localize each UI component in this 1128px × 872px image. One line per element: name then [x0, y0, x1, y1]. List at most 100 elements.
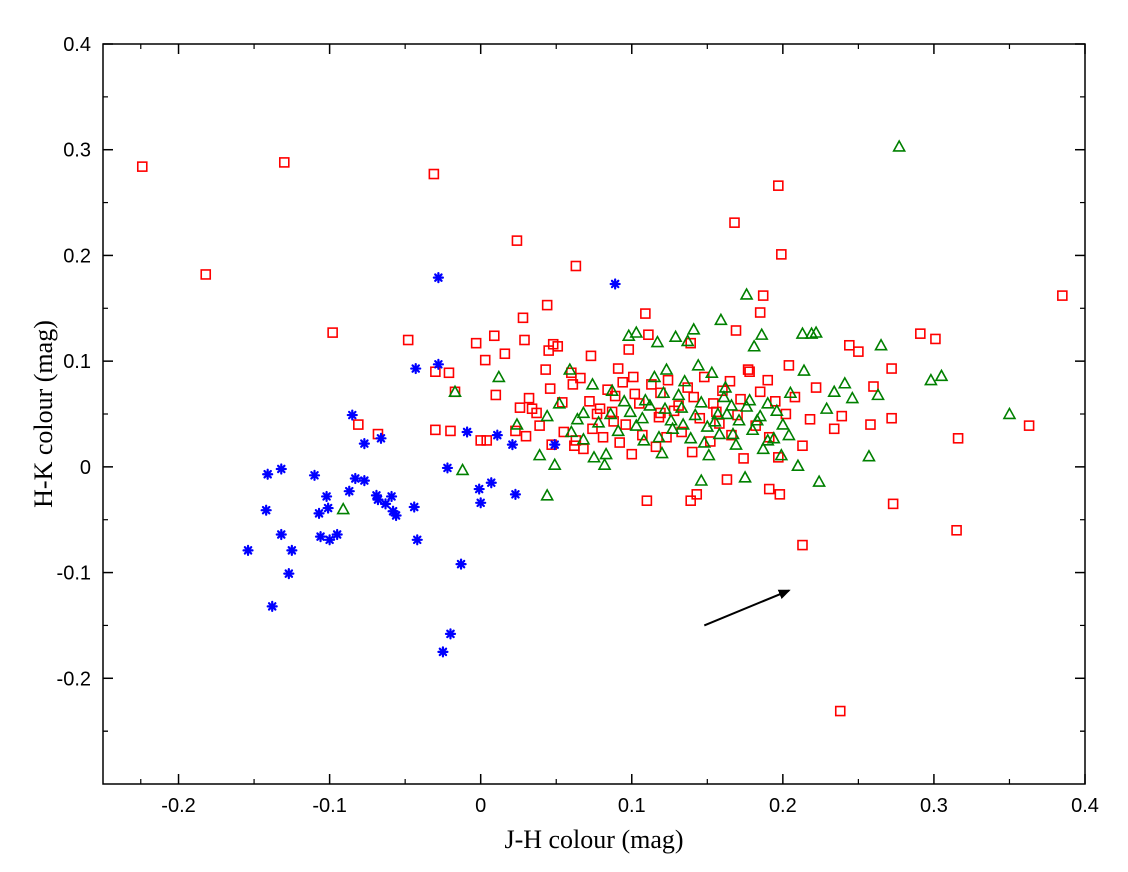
data-point-square	[694, 412, 706, 424]
data-point-square	[617, 376, 629, 388]
y-tick-label: 0.3	[63, 140, 91, 162]
data-point-square	[783, 360, 795, 371]
data-point-asterisk	[385, 490, 398, 503]
data-point-square	[836, 410, 848, 422]
data-point-asterisk	[242, 544, 254, 556]
data-point-square	[742, 364, 754, 375]
data-point-triangle	[652, 430, 666, 443]
data-point-triangle	[782, 427, 796, 441]
data-point-triangle	[756, 441, 771, 455]
data-point-triangle	[336, 501, 351, 515]
data-point-square	[490, 389, 502, 401]
data-point-asterisk	[432, 272, 444, 284]
y-tick-label: 0.1	[63, 351, 91, 373]
data-point-square	[353, 419, 364, 430]
data-point-triangle	[760, 433, 775, 446]
data-point-triangle	[597, 457, 612, 470]
data-point-triangle	[874, 338, 888, 351]
data-point-triangle	[797, 363, 811, 376]
data-point-triangle	[638, 393, 653, 406]
data-point-triangle	[862, 449, 876, 462]
data-point-square	[606, 406, 618, 418]
data-point-triangle	[655, 445, 669, 459]
data-point-square	[543, 345, 554, 356]
data-point-square	[1057, 290, 1068, 301]
data-point-asterisk	[286, 544, 298, 556]
data-point-asterisk	[262, 468, 274, 480]
data-point-triangle	[804, 326, 819, 339]
data-point-square	[517, 312, 529, 324]
data-point-square	[853, 346, 864, 357]
data-point-asterisk	[506, 439, 519, 451]
data-point-square	[575, 372, 586, 384]
y-tick-label: 0	[80, 457, 91, 479]
data-point-triangle	[674, 400, 689, 413]
data-point-square	[930, 333, 941, 345]
data-point-asterisk	[475, 497, 487, 509]
data-point-square	[514, 402, 526, 413]
data-point-triangle	[532, 448, 547, 461]
data-point-triangle	[714, 312, 728, 326]
data-point-triangle	[791, 458, 805, 472]
data-point-square	[443, 367, 455, 379]
data-point-square	[810, 382, 822, 393]
data-point-triangle	[739, 287, 754, 300]
data-point-triangle	[686, 322, 701, 335]
data-point-triangle	[708, 414, 722, 427]
data-point-square	[691, 489, 703, 500]
data-point-square	[738, 453, 749, 464]
data-points-layer	[136, 139, 1068, 717]
x-tick-label: -0.1	[312, 795, 346, 817]
data-point-asterisk	[485, 477, 497, 489]
series-square	[136, 157, 1068, 717]
data-point-asterisk	[609, 278, 621, 290]
data-point-triangle	[659, 362, 674, 375]
data-point-asterisk	[322, 502, 334, 514]
data-point-square	[510, 425, 521, 437]
data-point-square	[773, 452, 784, 463]
data-point-triangle	[680, 333, 695, 347]
data-point-triangle	[448, 384, 462, 398]
data-point-square	[541, 299, 553, 311]
y-tick-label: 0.2	[63, 245, 91, 267]
data-point-square	[952, 433, 964, 444]
data-point-square	[763, 483, 775, 495]
data-point-square	[730, 325, 742, 336]
annotation-layer	[703, 589, 791, 627]
data-point-triangle	[694, 473, 709, 486]
data-point-triangle	[605, 383, 619, 396]
data-point-triangle	[591, 415, 606, 428]
data-point-triangle	[677, 374, 692, 387]
plot-frame	[102, 43, 1086, 785]
data-point-triangle	[665, 421, 680, 435]
data-point-asterisk	[411, 534, 423, 546]
data-point-square	[519, 334, 530, 346]
data-point-square	[776, 249, 787, 260]
data-point-square	[886, 363, 897, 374]
data-point-triangle	[711, 406, 725, 420]
data-point-triangle	[635, 411, 650, 424]
data-point-square	[629, 388, 641, 400]
y-tick-label: 0.4	[63, 34, 91, 56]
data-point-square	[479, 354, 491, 366]
data-point-square	[428, 168, 440, 180]
data-point-asterisk	[275, 463, 287, 475]
data-point-triangle	[760, 396, 775, 409]
data-point-square	[511, 235, 523, 246]
data-point-square	[754, 386, 766, 398]
data-point-triangle	[691, 358, 706, 371]
data-point-triangle	[455, 462, 470, 476]
data-point-square	[688, 391, 700, 403]
data-point-square	[488, 330, 500, 342]
data-point-triangle	[623, 404, 638, 418]
data-point-triangle	[783, 385, 798, 399]
data-point-square	[735, 393, 746, 405]
data-point-asterisk	[283, 568, 295, 580]
data-point-asterisk	[444, 628, 457, 640]
data-point-square	[402, 334, 414, 346]
data-point-square	[711, 406, 722, 418]
data-point-asterisk	[260, 504, 272, 516]
data-point-triangle	[729, 437, 743, 450]
x-tick-label: 0.2	[769, 795, 797, 817]
data-point-square	[705, 436, 716, 447]
